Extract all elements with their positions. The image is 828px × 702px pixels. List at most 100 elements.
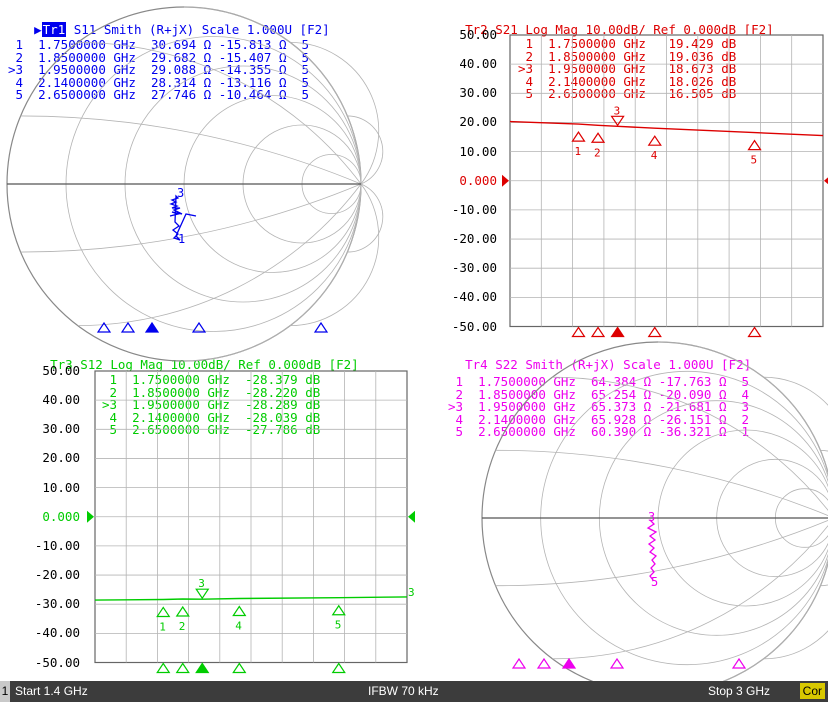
marker-triangle	[536, 657, 552, 669]
tr2-header[interactable]: Tr2 S21 Log Mag 10.00dB/ Ref 0.000dB [F2…	[435, 9, 774, 51]
marker-v1: 65.254 Ω	[575, 386, 652, 402]
marker-v2: -15.407 Ω	[211, 49, 287, 65]
logmag-tr3-ref-arrow-right-icon	[408, 510, 415, 523]
tr2-marker-triangle	[610, 115, 625, 127]
marker-label: 4	[102, 409, 133, 425]
marker-v2: -15.813 Ω	[211, 37, 287, 52]
marker-v2: -20.090 Ω	[651, 386, 727, 402]
smith-tr1-reactance-arc	[290, 42, 380, 185]
marker-v2: -17.763 Ω	[651, 374, 727, 389]
tr3-end-label: 3	[408, 586, 415, 599]
tr2-param: S21	[495, 22, 518, 37]
tr3-marker-label: 2	[179, 620, 186, 633]
smith-tr1-reactance-arc	[20, 183, 362, 253]
marker-label: 4	[448, 411, 479, 427]
tr2-bottom-marker-triangle	[747, 326, 762, 338]
tr2-bottom-marker-triangle	[590, 326, 606, 338]
tr3-marker-triangle	[331, 604, 346, 616]
marker-row[interactable]: >3 1.9500000 GHz 29.088 Ω -14.355 Ω 5	[8, 62, 310, 77]
marker-freq: 1.9500000 GHz	[478, 399, 576, 414]
marker-v1: -28.289	[229, 397, 298, 412]
marker-v1: -28.379	[229, 372, 298, 387]
marker-label: 5	[448, 424, 479, 439]
marker-label: >3	[8, 62, 39, 77]
marker-freq: 1.7500000 GHz	[548, 36, 646, 51]
marker-v2: dB	[297, 372, 321, 387]
marker-row[interactable]: 2 1.8500000 GHz 65.254 Ω -20.090 Ω 4	[448, 386, 750, 402]
marker-triangle	[144, 321, 160, 333]
marker-row[interactable]: >3 1.9500000 GHz 18.673 dB	[518, 61, 736, 76]
tr2-marker-label: 3	[614, 104, 621, 117]
smith-tr1-reactance-arc	[183, 183, 362, 362]
tr3-param: S12	[80, 357, 103, 372]
marker-row[interactable]: 2 1.8500000 GHz 29.682 Ω -15.407 Ω 5	[8, 49, 310, 65]
tr1-id: Tr1	[41, 22, 67, 37]
marker-n: 5	[726, 374, 750, 389]
marker-n: 3	[726, 399, 750, 414]
tr2-bottom-marker-triangle	[571, 326, 586, 338]
marker-n: 5	[286, 62, 310, 77]
smith-tr4-reactance-arc	[552, 524, 828, 660]
marker-freq: 1.8500000 GHz	[132, 384, 230, 400]
stop-frequency[interactable]: Stop 3 GHz	[708, 684, 771, 698]
logmag-tr3-ref-arrow-left-icon	[87, 510, 94, 523]
marker-v1: 18.026	[645, 73, 714, 89]
marker-label: >3	[518, 61, 549, 76]
marker-triangle	[120, 321, 136, 333]
marker-row[interactable]: 4 2.1400000 GHz 28.314 Ω -13.116 Ω 5	[8, 74, 310, 90]
tr3-marker-label: 1	[159, 620, 166, 633]
smith-tr1-reactance-arc	[20, 115, 362, 185]
tr2-bottom-marker-triangle	[610, 326, 625, 338]
tr4-header[interactable]: Tr4 S22 Smith (R+jX) Scale 1.000U [F2]	[435, 344, 751, 386]
marker-freq: 1.8500000 GHz	[548, 48, 646, 64]
marker-triangle	[191, 321, 207, 333]
marker-freq: 1.8500000 GHz	[38, 49, 136, 65]
y-tick-label: -30.00	[34, 596, 80, 612]
correction-badge[interactable]: Cor	[799, 683, 825, 699]
tr3-marker-label: 3	[198, 577, 205, 590]
marker-label: 2	[518, 48, 549, 64]
marker-row[interactable]: 1 1.7500000 GHz 19.429 dB	[518, 36, 737, 51]
marker-freq: 2.1400000 GHz	[38, 74, 136, 90]
tr3-marker-triangle	[195, 588, 210, 600]
marker-freq: 1.7500000 GHz	[38, 37, 136, 52]
tr4-param: S22	[495, 357, 518, 372]
marker-row[interactable]: 1 1.7500000 GHz 30.694 Ω -15.813 Ω 5	[8, 37, 310, 52]
channel-number[interactable]: 1	[0, 681, 10, 702]
y-tick-label: 40.00	[42, 392, 80, 408]
tr2-marker-triangle	[647, 135, 662, 146]
marker-v1: 18.673	[645, 61, 714, 76]
status-bar: 1 Start 1.4 GHz IFBW 70 kHz Stop 3 GHz C…	[0, 681, 828, 702]
marker-row[interactable]: 5 2.6500000 GHz 60.390 Ω -36.321 Ω 1	[448, 424, 750, 439]
marker-row[interactable]: 4 2.1400000 GHz -28.039 dB	[102, 409, 321, 425]
start-frequency[interactable]: Start 1.4 GHz	[15, 684, 88, 698]
smith-tr4-reactance-arc	[723, 561, 828, 681]
y-tick-label: 30.00	[459, 85, 497, 101]
smith-tr1-reactance-arc	[347, 183, 384, 253]
y-tick-label: -40.00	[34, 625, 80, 641]
marker-row[interactable]: >3 1.9500000 GHz -28.289 dB	[102, 397, 320, 412]
marker-label: 5	[651, 575, 658, 589]
y-tick-label: 10.00	[459, 143, 497, 159]
tr4-marker-table: 1 1.7500000 GHz 64.384 Ω -17.763 Ω 5 2 1…	[448, 374, 750, 439]
marker-n: 5	[286, 87, 310, 102]
tr4-tag: [F2]	[721, 357, 752, 372]
marker-row[interactable]: 1 1.7500000 GHz -28.379 dB	[102, 372, 321, 387]
tr3-tag: [F2]	[328, 357, 359, 372]
y-tick-label: 20.00	[459, 114, 497, 130]
marker-freq: 1.9500000 GHz	[548, 61, 646, 76]
marker-row[interactable]: 2 1.8500000 GHz -28.220 dB	[102, 384, 321, 400]
tr1-scale: Scale 1.000U	[201, 22, 293, 37]
tr1-format: Smith (R+jX)	[103, 22, 195, 37]
marker-row[interactable]: 4 2.1400000 GHz 65.928 Ω -26.151 Ω 2	[448, 411, 750, 427]
smith-tr4-reactance-arc	[552, 376, 828, 512]
marker-label: 3	[177, 186, 184, 200]
marker-row[interactable]: 2 1.8500000 GHz 19.036 dB	[518, 48, 737, 64]
marker-row[interactable]: 1 1.7500000 GHz 64.384 Ω -17.763 Ω 5	[448, 374, 750, 389]
marker-v1: 29.682 Ω	[135, 49, 212, 65]
tr2-marker-label: 1	[574, 145, 581, 158]
ifbw-value[interactable]: IFBW 70 kHz	[368, 684, 439, 698]
marker-v2: -36.321 Ω	[651, 424, 727, 439]
